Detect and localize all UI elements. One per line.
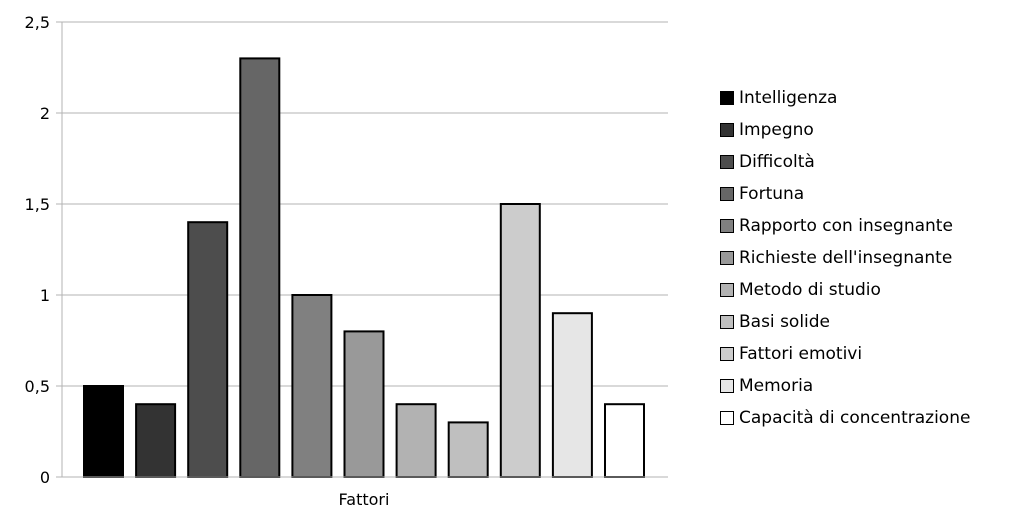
y-tick-label: 2 xyxy=(40,104,50,123)
legend-item: Metodo di studio xyxy=(720,274,970,306)
legend-item: Impegno xyxy=(720,114,970,146)
legend-swatch xyxy=(720,123,734,137)
bar xyxy=(447,421,489,478)
bar xyxy=(551,312,593,479)
legend-item: Memoria xyxy=(720,370,970,402)
legend-swatch xyxy=(720,219,734,233)
legend-label: Impegno xyxy=(739,120,814,140)
y-tick-label: 2,5 xyxy=(25,13,50,32)
legend-item: Fattori emotivi xyxy=(720,338,970,370)
y-tick-label: 1 xyxy=(40,286,50,305)
x-axis-label: Fattori xyxy=(339,490,390,509)
bar xyxy=(239,57,281,479)
legend-swatch xyxy=(720,251,734,265)
legend-item: Rapporto con insegnante xyxy=(720,210,970,242)
y-tick-label: 0 xyxy=(40,468,50,487)
legend-label: Memoria xyxy=(739,376,814,396)
bar xyxy=(135,403,177,479)
legend-swatch xyxy=(720,187,734,201)
bar xyxy=(604,403,645,479)
legend-item: Richieste dell'insegnante xyxy=(720,242,970,274)
legend-label: Richieste dell'insegnante xyxy=(739,248,953,268)
legend-label: Metodo di studio xyxy=(739,280,881,300)
bars xyxy=(83,57,645,479)
legend-label: Capacità di concentrazione xyxy=(739,408,971,428)
bar-chart: 0 0,5 1 1,5 2 2,5 Fattori xyxy=(25,13,668,509)
legend-label: Rapporto con insegnante xyxy=(739,216,953,236)
bar xyxy=(83,385,124,478)
bar xyxy=(291,294,333,478)
legend-item: Basi solide xyxy=(720,306,970,338)
legend-swatch xyxy=(720,91,734,105)
bar xyxy=(499,203,541,478)
bar xyxy=(343,330,385,478)
legend-item: Difficoltà xyxy=(720,146,970,178)
bar xyxy=(187,221,229,478)
legend-swatch xyxy=(720,283,734,297)
y-tick-label: 1,5 xyxy=(25,195,50,214)
legend-swatch xyxy=(720,315,734,329)
legend-item: Capacità di concentrazione xyxy=(720,402,970,434)
legend-label: Intelligenza xyxy=(739,88,838,108)
legend-swatch xyxy=(720,155,734,169)
legend-label: Difficoltà xyxy=(739,152,815,172)
legend-label: Fortuna xyxy=(739,184,805,204)
legend-label: Fattori emotivi xyxy=(739,344,863,364)
legend-swatch xyxy=(720,411,734,425)
legend-swatch xyxy=(720,347,734,361)
legend-swatch xyxy=(720,379,734,393)
y-tick-label: 0,5 xyxy=(25,377,50,396)
legend-item: Fortuna xyxy=(720,178,970,210)
bar xyxy=(395,403,437,479)
legend-label: Basi solide xyxy=(739,312,831,332)
legend-item: Intelligenza xyxy=(720,82,970,114)
y-axis-ticks: 0 0,5 1 1,5 2 2,5 xyxy=(25,13,50,487)
legend: Intelligenza Impegno Difficoltà Fortuna Rapp… xyxy=(720,82,970,434)
